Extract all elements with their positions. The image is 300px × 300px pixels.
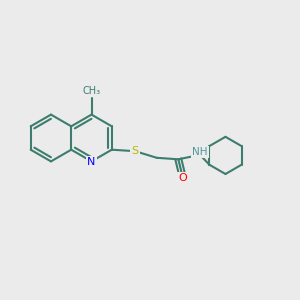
Text: NH: NH — [192, 147, 208, 158]
Text: S: S — [132, 146, 139, 156]
Text: N: N — [87, 157, 96, 167]
Text: O: O — [178, 173, 187, 183]
Text: CH₃: CH₃ — [82, 86, 100, 96]
